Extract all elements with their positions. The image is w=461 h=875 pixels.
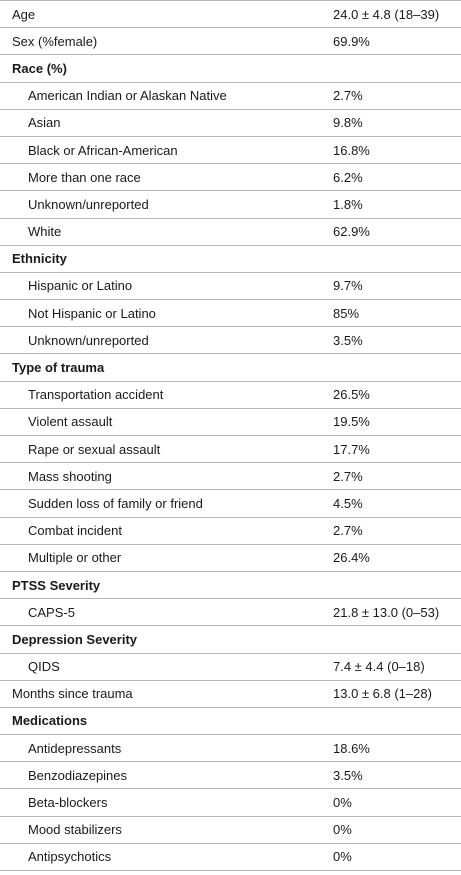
table-row: Mass shooting 2.7% xyxy=(0,462,461,491)
row-value: 6.2% xyxy=(333,163,461,192)
row-value: 0% xyxy=(333,788,461,817)
table-row: Unknown/unreported 1.8% xyxy=(0,190,461,219)
row-label: American Indian or Alaskan Native xyxy=(0,82,333,110)
row-label: White xyxy=(0,218,333,246)
row-value: 3.5% xyxy=(333,326,461,355)
row-label: Not Hispanic or Latino xyxy=(0,299,333,328)
row-value: 17.7% xyxy=(333,435,461,464)
row-value: 26.5% xyxy=(333,381,461,409)
row-label: Beta-blockers xyxy=(0,788,333,817)
table-row: Months since trauma 13.0 ± 6.8 (1–28) xyxy=(0,680,461,708)
row-label: Hispanic or Latino xyxy=(0,272,333,301)
row-label: Transportation accident xyxy=(0,381,333,409)
table-row: Violent assault 19.5% xyxy=(0,408,461,437)
row-value: 85% xyxy=(333,299,461,328)
table-row: CAPS-5 21.8 ± 13.0 (0–53) xyxy=(0,598,461,627)
table-row: Black or African-American 16.8% xyxy=(0,136,461,165)
row-value xyxy=(333,353,461,382)
row-label: QIDS xyxy=(0,653,333,681)
row-value: 24.0 ± 4.8 (18–39) xyxy=(333,0,461,29)
row-value: 21.8 ± 13.0 (0–53) xyxy=(333,598,461,627)
table-row: Multiple or other 26.4% xyxy=(0,544,461,572)
row-label: CAPS-5 xyxy=(0,598,333,627)
row-value: 9.7% xyxy=(333,272,461,301)
row-label: Age xyxy=(0,0,333,29)
row-value: 3.5% xyxy=(333,761,461,790)
row-label: Combat incident xyxy=(0,517,333,545)
row-label: Multiple or other xyxy=(0,544,333,572)
row-value xyxy=(333,54,461,83)
row-label: More than one race xyxy=(0,163,333,192)
table-row: Antidepressants 18.6% xyxy=(0,734,461,763)
section-header-row: Ethnicity xyxy=(0,245,461,273)
row-value: 4.5% xyxy=(333,489,461,518)
section-header-row: Medications xyxy=(0,707,461,736)
row-label: Mood stabilizers xyxy=(0,816,333,844)
row-value: 1.8% xyxy=(333,190,461,219)
row-value: 9.8% xyxy=(333,109,461,137)
row-value: 2.7% xyxy=(333,462,461,491)
row-label: Sudden loss of family or friend xyxy=(0,489,333,518)
table-row: Sudden loss of family or friend 4.5% xyxy=(0,489,461,518)
row-label: Months since trauma xyxy=(0,680,333,708)
table-row: Mood stabilizers 0% xyxy=(0,816,461,844)
row-value: 16.8% xyxy=(333,136,461,165)
section-header-row: Depression Severity xyxy=(0,625,461,654)
row-label: Unknown/unreported xyxy=(0,190,333,219)
table-row: QIDS 7.4 ± 4.4 (0–18) xyxy=(0,653,461,681)
row-value: 0% xyxy=(333,816,461,844)
row-value: 7.4 ± 4.4 (0–18) xyxy=(333,653,461,681)
row-label: Sex (%female) xyxy=(0,27,333,56)
section-header-row: Type of trauma xyxy=(0,353,461,382)
row-value: 2.7% xyxy=(333,517,461,545)
row-value: 0% xyxy=(333,843,461,872)
table-row: Rape or sexual assault 17.7% xyxy=(0,435,461,464)
table-row: Asian 9.8% xyxy=(0,109,461,137)
table-row: Age 24.0 ± 4.8 (18–39) xyxy=(0,0,461,29)
row-label: Violent assault xyxy=(0,408,333,437)
row-value xyxy=(333,625,461,654)
table-row: More than one race 6.2% xyxy=(0,163,461,192)
row-value xyxy=(333,245,461,273)
table-row: Antipsychotics 0% xyxy=(0,843,461,872)
row-value: 13.0 ± 6.8 (1–28) xyxy=(333,680,461,708)
table-row: Transportation accident 26.5% xyxy=(0,381,461,409)
table-row: Not Hispanic or Latino 85% xyxy=(0,299,461,328)
row-value: 62.9% xyxy=(333,218,461,246)
row-label: Benzodiazepines xyxy=(0,761,333,790)
table-row: Beta-blockers 0% xyxy=(0,788,461,817)
row-label: Mass shooting xyxy=(0,462,333,491)
row-label: Black or African-American xyxy=(0,136,333,165)
row-label: Unknown/unreported xyxy=(0,326,333,355)
table-row: Benzodiazepines 3.5% xyxy=(0,761,461,790)
table-row: Sex (%female) 69.9% xyxy=(0,27,461,56)
row-value: 18.6% xyxy=(333,734,461,763)
row-value xyxy=(333,571,461,600)
row-value: 69.9% xyxy=(333,27,461,56)
table-row: Combat incident 2.7% xyxy=(0,517,461,545)
table-row: Unknown/unreported 3.5% xyxy=(0,326,461,355)
row-value: 2.7% xyxy=(333,82,461,110)
section-header-label: Type of trauma xyxy=(0,353,333,382)
row-value: 26.4% xyxy=(333,544,461,572)
row-label: Antipsychotics xyxy=(0,843,333,872)
row-label: Antidepressants xyxy=(0,734,333,763)
table-row: American Indian or Alaskan Native 2.7% xyxy=(0,82,461,110)
section-header-row: PTSS Severity xyxy=(0,571,461,600)
row-label: Asian xyxy=(0,109,333,137)
row-value xyxy=(333,707,461,736)
row-label: Rape or sexual assault xyxy=(0,435,333,464)
section-header-label: Medications xyxy=(0,707,333,736)
section-header-label: Ethnicity xyxy=(0,245,333,273)
table-row: White 62.9% xyxy=(0,218,461,246)
section-header-label: Depression Severity xyxy=(0,625,333,654)
section-header-label: PTSS Severity xyxy=(0,571,333,600)
section-header-label: Race (%) xyxy=(0,54,333,83)
table-row: Hispanic or Latino 9.7% xyxy=(0,272,461,301)
row-value: 19.5% xyxy=(333,408,461,437)
section-header-row: Race (%) xyxy=(0,54,461,83)
